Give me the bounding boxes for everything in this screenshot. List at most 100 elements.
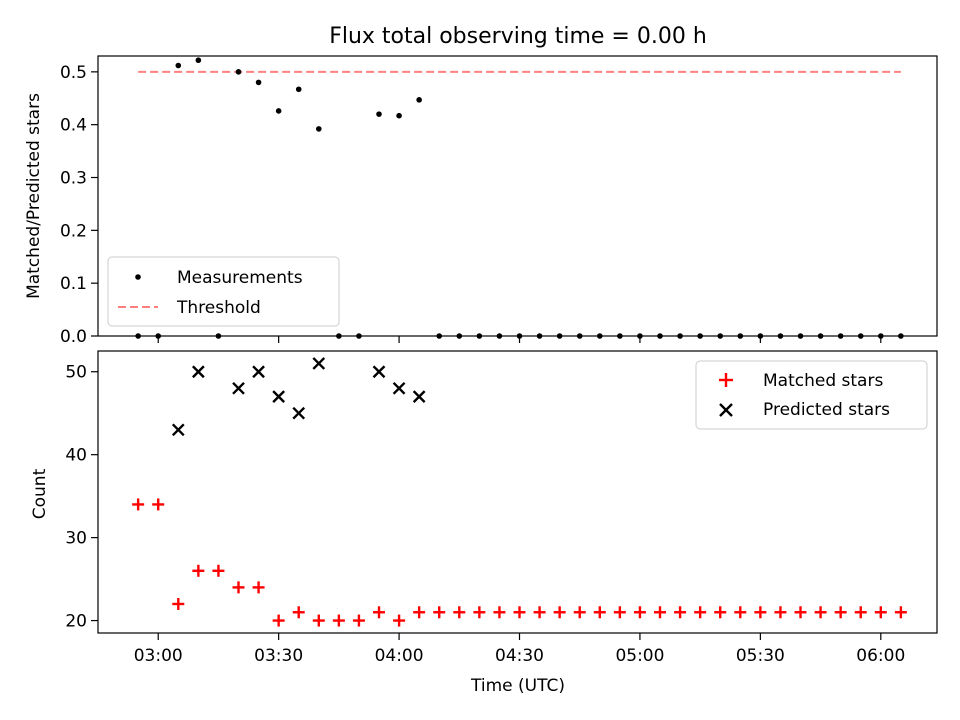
matched-star-point: [533, 606, 546, 619]
matched-star-point: [212, 564, 225, 577]
matched-star-point: [734, 606, 747, 619]
matched-star-point: [132, 498, 145, 511]
matched-star-point: [252, 581, 265, 594]
matched-star-point: [894, 606, 907, 619]
matched-star-point: [654, 606, 667, 619]
x-tick-label: 03:30: [254, 646, 303, 666]
x-tick-label: 05:30: [736, 646, 785, 666]
matched-star-point: [393, 614, 406, 627]
matched-star-point: [553, 606, 566, 619]
predicted-star-point: [372, 365, 386, 379]
legend-matched-label: Matched stars: [763, 371, 883, 391]
predicted-x-b: [252, 365, 265, 379]
x-tick-label: 04:00: [375, 646, 424, 666]
matched-star-point: [613, 606, 626, 619]
legend-threshold-label: Threshold: [176, 298, 261, 318]
top-y-ticks: 0.0 0.1 0.2 0.3 0.4 0.5: [60, 63, 98, 347]
matched-star-point: [674, 606, 687, 619]
matched-star-point: [352, 614, 365, 627]
matched-star-point: [272, 614, 285, 627]
matched-star-point: [373, 606, 386, 619]
matched-star-point: [513, 606, 526, 619]
measurement-point: [275, 108, 282, 114]
predicted-star-point: [412, 390, 426, 403]
predicted-star-point: [232, 381, 245, 395]
predicted-star-point: [312, 357, 326, 370]
matched-star-point: [152, 498, 165, 511]
matched-star-point: [754, 606, 767, 619]
matched-star-point: [493, 606, 506, 619]
matched-star-point: [292, 606, 305, 619]
predicted-star-point: [192, 365, 205, 379]
top-y-tick-label: 0.4: [60, 116, 87, 136]
top-y-axis-label: Matched/Predicted stars: [24, 93, 44, 299]
predicted-x-b: [292, 406, 306, 420]
predicted-x-b: [392, 381, 406, 395]
x-tick-label: 05:00: [615, 646, 664, 666]
measurement-point: [376, 111, 382, 117]
measurement-point: [195, 57, 202, 64]
predicted-star-point: [252, 365, 265, 379]
legend-measurements-label: Measurements: [177, 268, 303, 288]
predicted-star-point: [171, 423, 185, 437]
matched-star-point: [854, 606, 867, 619]
measurement-point: [295, 86, 302, 93]
predicted-x-b: [232, 381, 245, 395]
x-tick-label: 03:00: [134, 646, 183, 666]
matched-star-point: [774, 606, 787, 619]
predicted-x-b: [412, 390, 426, 403]
measurement-point: [235, 69, 242, 75]
matched-star-point: [814, 606, 827, 619]
bottom-y-tick-label: 30: [65, 529, 87, 549]
matched-star-point: [312, 614, 325, 627]
legend-measurements-marker: [135, 274, 141, 280]
matched-star-point: [413, 606, 426, 619]
predicted-x-b: [372, 365, 386, 379]
measurement-point: [315, 126, 322, 132]
measurement-point: [255, 79, 262, 86]
matched-star-point: [192, 564, 205, 577]
top-legend: Measurements Threshold: [107, 256, 340, 327]
bottom-x-ticks: 03:00 03:30 04:00 04:30 05:00 05:30 06:00: [134, 633, 905, 666]
matched-star-point: [433, 606, 446, 619]
measurement-point: [416, 97, 422, 103]
measurement-point: [175, 62, 182, 69]
top-y-tick-label: 0.2: [60, 221, 87, 241]
chart-title: Flux total observing time = 0.00 h: [329, 24, 707, 49]
bottom-plot-frame: [97, 350, 938, 634]
predicted-x-b: [312, 357, 326, 370]
legend-predicted-marker: [719, 403, 733, 417]
bottom-legend: Matched stars Predicted stars: [695, 360, 928, 430]
matched-star-point: [874, 606, 887, 619]
top-y-tick-label: 0.0: [60, 327, 87, 347]
predicted-star-point: [292, 406, 306, 420]
top-y-tick-label: 0.3: [60, 169, 87, 189]
matched-star-point: [593, 606, 606, 619]
x-tick-label: 06:00: [856, 646, 905, 666]
matched-star-point: [694, 606, 707, 619]
bottom-y-ticks: 20 30 40 50: [65, 363, 98, 632]
matched-star-point: [573, 606, 586, 619]
legend-matched-marker: [719, 373, 733, 387]
bottom-y-tick-label: 50: [65, 363, 87, 383]
predicted-x-b: [192, 365, 205, 379]
matched-star-point: [834, 606, 847, 619]
top-plot: 0.0 0.1 0.2 0.3 0.4 0.5 Matched/Predicted sta…: [24, 55, 938, 347]
x-tick-label: 04:30: [495, 646, 544, 666]
predicted-x-b: [272, 390, 285, 403]
matched-star-point: [473, 606, 486, 619]
matched-star-point: [794, 606, 807, 619]
measurement-point: [396, 112, 402, 119]
matched-star-point: [714, 606, 727, 619]
predicted-x-b: [171, 423, 185, 437]
matched-star-point: [172, 597, 185, 610]
bottom-legend-box: [695, 360, 928, 430]
predicted-star-point: [392, 381, 406, 395]
bottom-y-tick-label: 40: [65, 446, 87, 466]
x-axis-label: Time (UTC): [470, 676, 565, 696]
top-plot-frame: [97, 55, 938, 337]
bottom-y-axis-label: Count: [30, 468, 50, 519]
top-y-tick-label: 0.1: [60, 274, 87, 294]
